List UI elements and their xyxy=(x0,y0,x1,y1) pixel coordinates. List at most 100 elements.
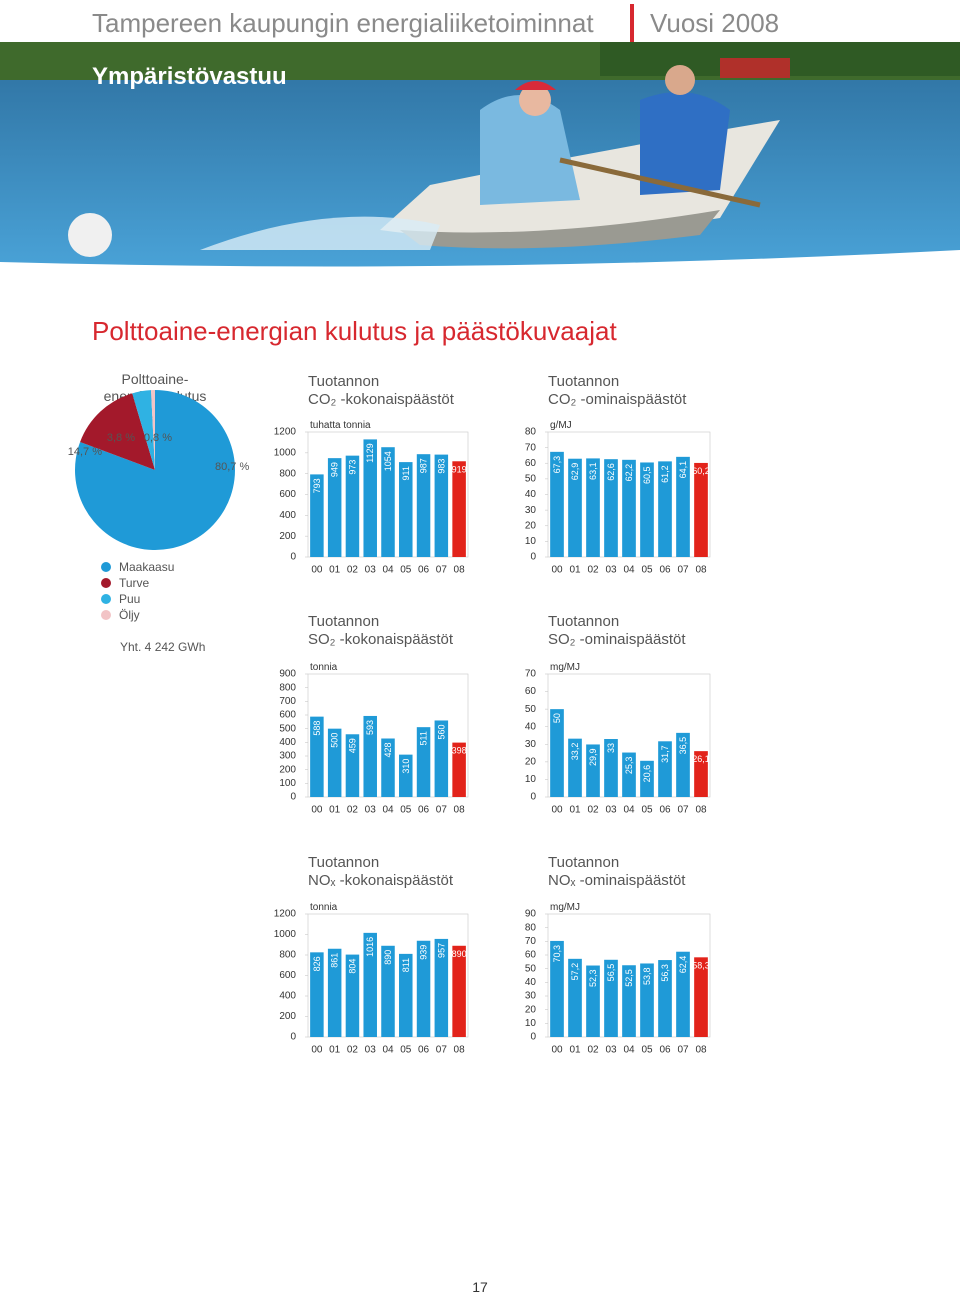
x-tick-label: 06 xyxy=(418,565,430,576)
value-label: 33,2 xyxy=(570,743,580,761)
y-tick-label: 0 xyxy=(290,1032,296,1043)
value-label: 588 xyxy=(312,721,322,736)
bar xyxy=(676,951,690,1037)
value-label: 50 xyxy=(552,713,562,723)
legend-swatch xyxy=(101,578,111,588)
y-tick-label: 10 xyxy=(525,774,537,785)
bar xyxy=(399,462,413,557)
bar xyxy=(345,455,360,557)
y-tick-label: 70 xyxy=(525,442,537,453)
x-tick-label: 02 xyxy=(347,805,359,816)
pie-label: 3,8 % xyxy=(107,432,135,444)
x-tick-label: 07 xyxy=(436,1045,448,1056)
x-tick-label: 06 xyxy=(659,1045,671,1056)
x-tick-label: 02 xyxy=(347,1045,359,1056)
value-label: 26,1 xyxy=(692,754,710,764)
x-tick-label: 07 xyxy=(436,805,448,816)
x-tick-label: 05 xyxy=(641,805,653,816)
y-tick-label: 300 xyxy=(279,751,296,762)
value-label: 62,4 xyxy=(678,956,688,974)
header-title: Tampereen kaupungin energialiiketoiminna… xyxy=(92,8,594,38)
y-tick-label: 600 xyxy=(279,489,296,500)
value-label: 33 xyxy=(606,743,616,753)
bar xyxy=(640,760,654,797)
legend-swatch xyxy=(101,562,111,572)
y-tick-label: 90 xyxy=(525,909,537,920)
x-tick-label: 01 xyxy=(569,565,581,576)
x-tick-label: 02 xyxy=(347,565,359,576)
y-unit-label: tonnia xyxy=(310,902,338,913)
y-unit-label: g/MJ xyxy=(550,420,572,431)
y-tick-label: 10 xyxy=(525,1018,537,1029)
value-label: 52,5 xyxy=(624,969,634,987)
bar xyxy=(640,963,654,1037)
y-tick-label: 70 xyxy=(525,936,537,947)
x-tick-label: 04 xyxy=(623,1045,635,1056)
value-label: 804 xyxy=(347,959,357,974)
bar xyxy=(434,938,449,1037)
y-tick-label: 900 xyxy=(279,669,296,680)
x-tick-label: 05 xyxy=(400,805,412,816)
x-tick-label: 07 xyxy=(677,1045,689,1056)
x-tick-label: 06 xyxy=(418,805,430,816)
x-tick-label: 03 xyxy=(605,565,617,576)
value-label: 25,3 xyxy=(624,757,634,775)
y-tick-label: 60 xyxy=(525,458,537,469)
y-tick-label: 40 xyxy=(525,977,537,988)
bar xyxy=(622,459,636,557)
x-tick-label: 02 xyxy=(587,805,599,816)
x-tick-label: 04 xyxy=(382,1045,394,1056)
y-tick-label: 1200 xyxy=(274,909,297,920)
value-label: 60,5 xyxy=(642,466,652,484)
x-tick-label: 03 xyxy=(365,805,377,816)
bar xyxy=(550,709,564,797)
y-tick-label: 1200 xyxy=(274,427,297,438)
y-tick-label: 0 xyxy=(530,1032,536,1043)
x-tick-label: 03 xyxy=(605,1045,617,1056)
x-tick-label: 05 xyxy=(641,1045,653,1056)
bar xyxy=(452,742,466,797)
bar xyxy=(604,739,618,797)
chart-subtitle: NOₓ -ominaispäästöt xyxy=(548,872,686,889)
value-label: 890 xyxy=(452,949,467,959)
x-tick-label: 03 xyxy=(365,565,377,576)
y-tick-label: 400 xyxy=(279,991,296,1002)
y-tick-label: 800 xyxy=(279,950,296,961)
chart-title: Tuotannon xyxy=(308,373,379,390)
value-label: 53,8 xyxy=(642,967,652,985)
chart-subtitle: SO₂ -kokonaispäästöt xyxy=(308,631,454,648)
x-tick-label: 01 xyxy=(329,1045,341,1056)
x-tick-label: 04 xyxy=(623,565,635,576)
value-label: 62,9 xyxy=(570,463,580,481)
bar xyxy=(381,447,395,557)
pie-title: Polttoaine- xyxy=(122,371,189,387)
y-tick-label: 100 xyxy=(279,778,296,789)
value-label: 1129 xyxy=(365,443,375,462)
bar xyxy=(550,940,564,1037)
legend-label: Maakaasu xyxy=(119,560,174,574)
x-tick-label: 04 xyxy=(382,565,394,576)
value-label: 52,3 xyxy=(588,970,598,988)
y-unit-label: mg/MJ xyxy=(550,902,580,913)
value-label: 36,5 xyxy=(678,737,688,755)
value-label: 1016 xyxy=(365,937,375,957)
chart-subtitle: CO₂ -ominaispäästöt xyxy=(548,391,687,408)
bar xyxy=(363,439,377,557)
y-tick-label: 0 xyxy=(530,792,536,803)
bar xyxy=(363,932,377,1037)
value-label: 459 xyxy=(347,738,357,753)
x-tick-label: 05 xyxy=(641,565,653,576)
y-tick-label: 500 xyxy=(279,723,296,734)
y-tick-label: 700 xyxy=(279,696,296,707)
x-tick-label: 08 xyxy=(454,805,466,816)
y-tick-label: 800 xyxy=(279,468,296,479)
value-label: 911 xyxy=(401,466,411,480)
y-tick-label: 50 xyxy=(525,704,537,715)
x-tick-label: 04 xyxy=(382,805,394,816)
y-tick-label: 400 xyxy=(279,737,296,748)
page-number: 17 xyxy=(472,1279,488,1295)
bar xyxy=(310,952,324,1037)
x-tick-label: 07 xyxy=(677,805,689,816)
bar xyxy=(568,738,582,797)
